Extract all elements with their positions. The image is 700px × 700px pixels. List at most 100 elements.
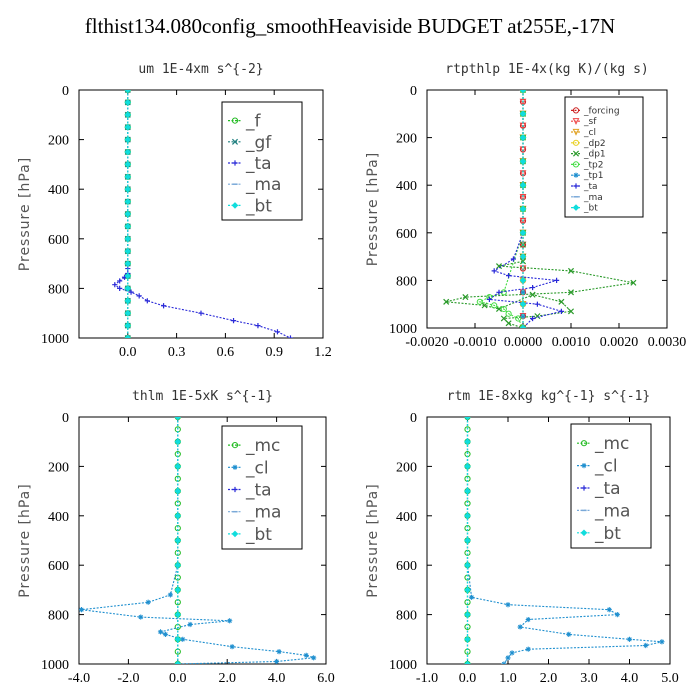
data-point [128, 289, 134, 295]
data-point [643, 642, 649, 649]
legend-marker [231, 138, 239, 145]
data-point [529, 291, 536, 298]
data-point [138, 614, 144, 620]
data-point [230, 318, 237, 324]
x-tick-label: -4.0 [68, 671, 90, 686]
data-point [606, 607, 612, 613]
data-point [509, 650, 515, 656]
series-group [443, 90, 637, 328]
data-point [530, 284, 536, 291]
y-tick-label: 800 [396, 274, 417, 289]
data-point [558, 308, 564, 314]
legend-label: _mc [245, 436, 280, 456]
data-point [174, 512, 182, 520]
legend-label: _gf [245, 133, 272, 153]
y-tick-label: 400 [48, 510, 69, 525]
legend-marker [581, 485, 587, 491]
data-point [519, 300, 527, 308]
panel-title: rtpthlp 1E-4x(kg K)/(kg s) [445, 62, 649, 77]
data-point [79, 607, 85, 613]
data-point [287, 335, 294, 338]
legend-marker [232, 160, 238, 166]
legend: _mc _cl_ta_ma _bt [570, 423, 652, 549]
data-point [174, 438, 182, 446]
legend-label: _ma [245, 503, 281, 523]
y-tick-label: 400 [396, 179, 417, 194]
panel-rtpthlp: rtpthlp 1E-4x(kg K)/(kg s) Pressure [hPa]… [365, 62, 686, 350]
data-point [464, 660, 471, 664]
data-point [519, 90, 527, 94]
data-point [174, 660, 182, 664]
legend-label: _ta [583, 182, 598, 192]
x-tick-label: 4.0 [621, 671, 639, 686]
legend-marker [581, 463, 587, 469]
data-point [491, 268, 497, 274]
data-point [174, 611, 182, 618]
data-point [530, 315, 536, 322]
data-point [124, 111, 132, 119]
y-tick-label: 0 [410, 411, 417, 426]
data-point [311, 655, 317, 661]
x-tick-label: -1.0 [416, 671, 438, 686]
legend-marker [232, 464, 238, 470]
legend-label: _tp2 [583, 160, 603, 170]
legend-marker [572, 161, 580, 168]
y-tick-label: 0 [62, 411, 69, 426]
x-tick-label: 0.0020 [600, 335, 639, 350]
y-tick-label: 200 [396, 460, 417, 475]
x-tick-label: 0.9 [265, 345, 283, 360]
y-axis-label: Pressure [hPa] [17, 483, 33, 597]
data-point [519, 194, 527, 201]
data-point [464, 512, 471, 520]
data-point [174, 561, 182, 569]
legend-label: _bt [245, 196, 272, 216]
data-point [124, 272, 132, 280]
x-tick-label: 2.0 [540, 671, 558, 686]
data-point [229, 644, 235, 650]
data-point [505, 320, 512, 327]
data-point [464, 463, 471, 470]
data-point [496, 289, 502, 295]
data-point [558, 298, 565, 305]
data-point [124, 260, 132, 267]
data-point [160, 303, 167, 309]
x-tick-label: 0.0 [169, 671, 187, 686]
x-tick-label: 0.3 [168, 345, 186, 360]
data-point [464, 537, 471, 544]
data-point [124, 247, 132, 255]
y-tick-label: 400 [396, 510, 417, 525]
data-point [468, 594, 475, 600]
legend-marker [572, 118, 580, 125]
legend-marker [231, 442, 239, 449]
data-point [162, 631, 169, 637]
data-point [505, 310, 512, 317]
data-point [124, 148, 132, 156]
data-point [501, 661, 507, 664]
data-point [554, 277, 560, 283]
data-point [519, 205, 527, 213]
legend-label: _ma [583, 193, 603, 203]
data-point [124, 90, 132, 94]
panel-um: um 1E-4xm s^{-2} Pressure [hPa] 0.0 0.3 0.6 0… [17, 62, 332, 360]
y-tick-label: 800 [48, 282, 69, 297]
x-tick-label: 0.0 [119, 345, 137, 360]
x-tick-label: -0.0010 [453, 335, 496, 350]
data-point [117, 285, 123, 291]
x-tick-label: 1.0 [499, 671, 517, 686]
data-point [174, 537, 182, 544]
x-tick-label: 5.0 [661, 671, 679, 686]
x-tick-label: 0.0030 [648, 335, 687, 350]
data-point [614, 612, 620, 618]
data-point [462, 294, 469, 301]
y-tick-label: 1000 [41, 332, 69, 347]
data-point [464, 586, 471, 594]
y-axis-label: Pressure [hPa] [365, 483, 381, 597]
series-group [464, 417, 665, 664]
legend-label: _sf [583, 117, 597, 127]
legend-marker [231, 530, 239, 538]
legend-marker [572, 107, 580, 114]
data-point [124, 123, 132, 131]
y-tick-label: 400 [48, 183, 69, 198]
data-point [174, 487, 182, 495]
data-point [481, 302, 488, 309]
